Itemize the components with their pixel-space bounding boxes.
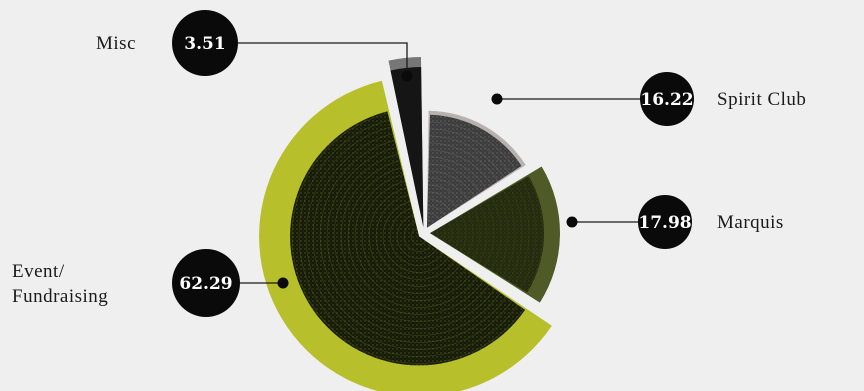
- callouts-layer: 16.22 Spirit Club 17.98 Marquis 62.29 Event/F…: [12, 10, 806, 317]
- leader-dot: [491, 93, 503, 105]
- leader-dot: [277, 277, 289, 289]
- slice-texture-ring: [396, 214, 438, 259]
- slice-texture-ring: [428, 156, 487, 190]
- category-label: Spirit Club: [717, 89, 806, 110]
- slice-texture-ring: [428, 184, 464, 205]
- slice-texture-ring: [484, 200, 495, 267]
- slice-texture-ring: [429, 135, 505, 178]
- slice-texture-ring: [375, 194, 455, 280]
- slice-texture-ring: [460, 214, 467, 253]
- slice-texture-ring: [478, 204, 488, 264]
- slice-inner-misc: [390, 67, 424, 228]
- slice-texture-ring: [448, 221, 453, 245]
- slice-texture-ring: [427, 205, 446, 216]
- slice-texture-ring: [427, 198, 452, 213]
- value-label: 3.51: [184, 34, 225, 54]
- slice-texture-ring: [428, 163, 481, 193]
- slice-texture-ring: [403, 221, 432, 252]
- slice-marquis: [429, 166, 560, 303]
- leader-dot: [401, 70, 413, 82]
- slice-texture-ring: [326, 146, 495, 329]
- slice-texture-ring: [472, 207, 481, 260]
- callout-misc: 3.51 Misc: [96, 10, 413, 82]
- slice-texture-ring: [514, 183, 530, 285]
- slice-texture-ring: [490, 197, 502, 271]
- slice-misc: [388, 57, 424, 228]
- slice-texture-ring: [340, 160, 484, 315]
- slice-texture-ring: [427, 191, 458, 209]
- category-label-line: Spirit Club: [717, 89, 806, 110]
- slice-texture-ring: [312, 133, 507, 343]
- value-badge: [640, 72, 694, 126]
- slice-texture-ring: [333, 153, 490, 322]
- value-badge: [172, 10, 238, 76]
- slice-texture-ring: [442, 225, 446, 242]
- slice-event-fundraising: [259, 80, 552, 391]
- slice-texture-ring: [368, 187, 461, 287]
- slice-texture-ring: [427, 212, 440, 220]
- slice-inner-spirit-club: [426, 114, 522, 228]
- slice-texture-ring: [436, 228, 439, 238]
- value-label: 17.98: [638, 213, 691, 233]
- value-badge: [172, 249, 240, 317]
- slice-texture-ring: [291, 113, 524, 364]
- slice-texture-ring: [354, 174, 472, 301]
- slice-texture-ring: [429, 121, 516, 170]
- value-label: 62.29: [179, 274, 232, 294]
- slice-texture-ring: [429, 128, 511, 174]
- slice-texture-ring: [389, 208, 444, 266]
- slice-texture-ring: [382, 201, 449, 273]
- slice-texture-ring: [410, 228, 426, 245]
- slice-texture-ring: [347, 167, 478, 308]
- slice-texture-ring: [428, 177, 470, 201]
- slice-inner-marquis: [429, 176, 544, 293]
- slice-texture-ring: [305, 126, 513, 350]
- category-label-line: Fundraising: [12, 286, 108, 307]
- value-label: 16.22: [640, 90, 693, 110]
- slices-layer: [259, 57, 560, 391]
- slice-texture-ring: [427, 219, 434, 224]
- category-label: Misc: [96, 33, 136, 54]
- slice-texture-ring: [454, 218, 460, 249]
- category-label: Event/Fundraising: [12, 261, 108, 307]
- slice-texture-ring: [508, 186, 523, 282]
- slice-texture-ring: [428, 170, 475, 197]
- slice-inner-event-fundraising: [290, 111, 526, 366]
- value-badge: [638, 195, 692, 249]
- callout-event-fundraising: 62.29 Event/Fundraising: [12, 249, 289, 317]
- slice-texture-ring: [466, 211, 474, 256]
- slice-texture-ring: [502, 190, 516, 278]
- slice-texture-ring: [298, 119, 518, 357]
- slice-texture-ring: [361, 180, 467, 294]
- slice-texture-ring: [520, 179, 537, 289]
- category-label: Marquis: [717, 212, 784, 233]
- callout-spirit-club: 16.22 Spirit Club: [491, 72, 806, 126]
- category-label-line: Event/: [12, 261, 65, 282]
- slice-texture-ring: [526, 176, 544, 293]
- slice-texture-ring: [496, 193, 509, 275]
- slice-texture-ring: [319, 140, 501, 336]
- leader-line: [205, 42, 408, 76]
- category-label-line: Marquis: [717, 212, 784, 233]
- slice-texture-ring: [429, 142, 499, 182]
- callout-marquis: 17.98 Marquis: [566, 195, 784, 249]
- leader-dot: [566, 216, 578, 228]
- slice-spirit-club: [426, 110, 526, 228]
- category-label-line: Misc: [96, 33, 136, 54]
- slice-texture-ring: [429, 149, 493, 186]
